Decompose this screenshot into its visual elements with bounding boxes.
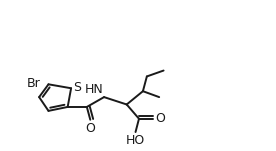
Text: Br: Br	[26, 77, 40, 90]
Text: HN: HN	[84, 83, 103, 96]
Text: S: S	[74, 81, 82, 94]
Text: O: O	[155, 112, 165, 125]
Text: O: O	[85, 122, 95, 135]
Text: HO: HO	[126, 134, 145, 147]
